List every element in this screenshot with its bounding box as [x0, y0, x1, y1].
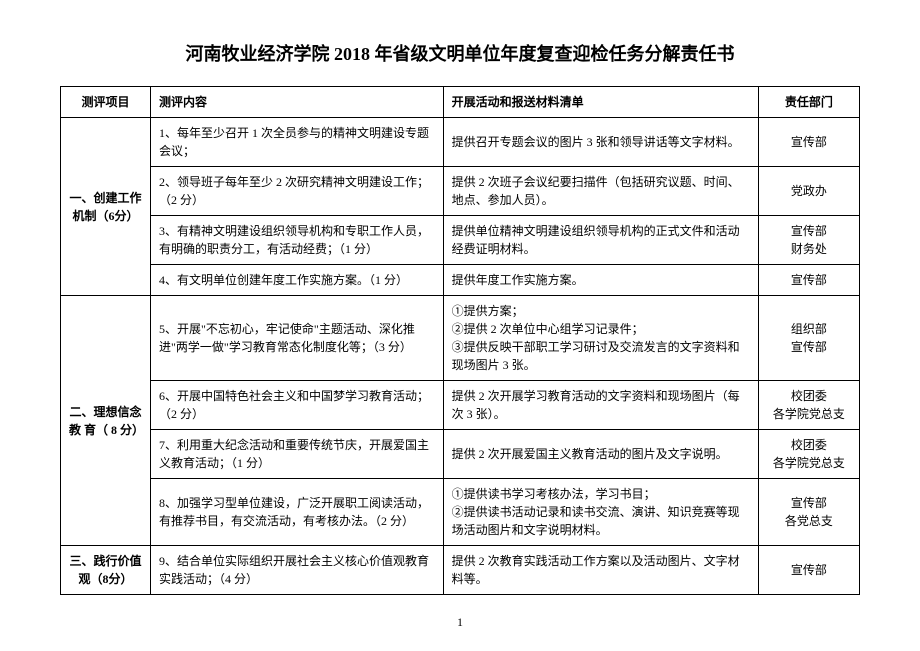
- activity-cell: ①提供方案； ②提供 2 次单位中心组学习记录件； ③提供反映干部职工学习研讨及…: [443, 296, 758, 381]
- content-cell: 2、领导班子每年至少 2 次研究精神文明建设工作；（2 分）: [151, 167, 444, 216]
- section-name-cell: 二、理想信念 教 育（ 8 分）: [61, 296, 151, 546]
- document-title: 河南牧业经济学院 2018 年省级文明单位年度复查迎检任务分解责任书: [60, 40, 860, 66]
- dept-cell: 宣传部: [758, 118, 859, 167]
- activity-cell: 提供 2 次开展爱国主义教育活动的图片及文字说明。: [443, 430, 758, 479]
- dept-cell: 校团委 各学院党总支: [758, 381, 859, 430]
- content-cell: 1、每年至少召开 1 次全员参与的精神文明建设专题会议；: [151, 118, 444, 167]
- activity-cell: 提供单位精神文明建设组织领导机构的正式文件和活动经费证明材料。: [443, 216, 758, 265]
- dept-cell: 宣传部: [758, 265, 859, 296]
- activity-cell: 提供 2 次教育实践活动工作方案以及活动图片、文字材料等。: [443, 546, 758, 595]
- dept-cell: 组织部 宣传部: [758, 296, 859, 381]
- activity-cell: 提供 2 次班子会议纪要扫描件（包括研究议题、时间、地点、参加人员）。: [443, 167, 758, 216]
- content-cell: 6、开展中国特色社会主义和中国梦学习教育活动；（2 分）: [151, 381, 444, 430]
- dept-cell: 党政办: [758, 167, 859, 216]
- content-cell: 5、开展"不忘初心，牢记使命"主题活动、深化推进"两学一做"学习教育常态化制度化…: [151, 296, 444, 381]
- content-cell: 8、加强学习型单位建设，广泛开展职工阅读活动，有推荐书目，有交流活动，有考核办法…: [151, 479, 444, 546]
- content-cell: 3、有精神文明建设组织领导机构和专职工作人员，有明确的职责分工，有活动经费；（1…: [151, 216, 444, 265]
- section-name-cell: 三、践行价值观（8分）: [61, 546, 151, 595]
- header-col2: 测评内容: [151, 87, 444, 118]
- task-table: 测评项目 测评内容 开展活动和报送材料清单 责任部门 一、创建工作机制（6分）1…: [60, 86, 860, 595]
- table-row: 3、有精神文明建设组织领导机构和专职工作人员，有明确的职责分工，有活动经费；（1…: [61, 216, 860, 265]
- activity-cell: 提供年度工作实施方案。: [443, 265, 758, 296]
- header-col1: 测评项目: [61, 87, 151, 118]
- table-row: 4、有文明单位创建年度工作实施方案。（1 分）提供年度工作实施方案。宣传部: [61, 265, 860, 296]
- table-row: 一、创建工作机制（6分）1、每年至少召开 1 次全员参与的精神文明建设专题会议；…: [61, 118, 860, 167]
- activity-cell: 提供召开专题会议的图片 3 张和领导讲话等文字材料。: [443, 118, 758, 167]
- header-col4: 责任部门: [758, 87, 859, 118]
- table-row: 7、利用重大纪念活动和重要传统节庆，开展爱国主义教育活动；（1 分）提供 2 次…: [61, 430, 860, 479]
- content-cell: 7、利用重大纪念活动和重要传统节庆，开展爱国主义教育活动；（1 分）: [151, 430, 444, 479]
- table-row: 8、加强学习型单位建设，广泛开展职工阅读活动，有推荐书目，有交流活动，有考核办法…: [61, 479, 860, 546]
- dept-cell: 宣传部 财务处: [758, 216, 859, 265]
- dept-cell: 宣传部 各党总支: [758, 479, 859, 546]
- table-row: 6、开展中国特色社会主义和中国梦学习教育活动；（2 分）提供 2 次开展学习教育…: [61, 381, 860, 430]
- activity-cell: ①提供读书学习考核办法，学习书目； ②提供读书活动记录和读书交流、演讲、知识竞赛…: [443, 479, 758, 546]
- table-row: 二、理想信念 教 育（ 8 分）5、开展"不忘初心，牢记使命"主题活动、深化推进…: [61, 296, 860, 381]
- page-number: 1: [60, 615, 860, 630]
- dept-cell: 宣传部: [758, 546, 859, 595]
- dept-cell: 校团委 各学院党总支: [758, 430, 859, 479]
- header-col3: 开展活动和报送材料清单: [443, 87, 758, 118]
- table-row: 2、领导班子每年至少 2 次研究精神文明建设工作；（2 分）提供 2 次班子会议…: [61, 167, 860, 216]
- table-row: 三、践行价值观（8分）9、结合单位实际组织开展社会主义核心价值观教育实践活动；（…: [61, 546, 860, 595]
- activity-cell: 提供 2 次开展学习教育活动的文字资料和现场图片（每次 3 张）。: [443, 381, 758, 430]
- content-cell: 4、有文明单位创建年度工作实施方案。（1 分）: [151, 265, 444, 296]
- section-name-cell: 一、创建工作机制（6分）: [61, 118, 151, 296]
- header-row: 测评项目 测评内容 开展活动和报送材料清单 责任部门: [61, 87, 860, 118]
- table-body: 一、创建工作机制（6分）1、每年至少召开 1 次全员参与的精神文明建设专题会议；…: [61, 118, 860, 595]
- content-cell: 9、结合单位实际组织开展社会主义核心价值观教育实践活动；（4 分）: [151, 546, 444, 595]
